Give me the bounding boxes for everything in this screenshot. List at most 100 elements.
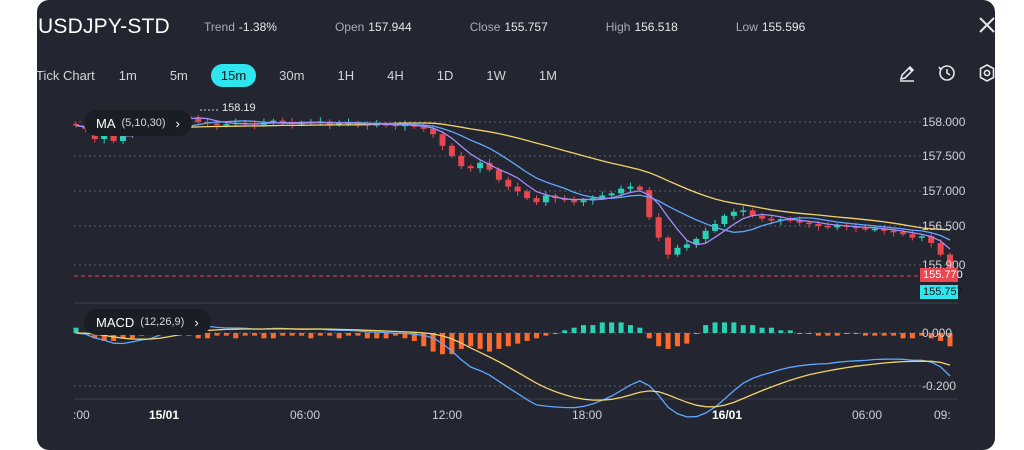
macd-histogram-bar	[205, 333, 211, 339]
tool-icons	[896, 62, 998, 84]
candle-body	[458, 156, 465, 167]
candle-body	[918, 236, 925, 238]
timeframe-5m[interactable]: 5m	[169, 67, 188, 83]
macd-histogram-bar	[571, 327, 577, 333]
candle-body	[900, 232, 907, 235]
macd-histogram-bar	[261, 333, 267, 339]
macd-histogram-bar	[778, 330, 784, 333]
close-icon[interactable]	[976, 14, 998, 36]
candle-body	[195, 117, 202, 122]
candle-body	[909, 234, 916, 238]
macd-histogram-bar	[524, 333, 530, 341]
time-tick: 12:00	[432, 408, 463, 422]
macd-histogram-bar	[252, 333, 258, 336]
timeframe-4h[interactable]: 4H	[387, 67, 404, 83]
candle-body	[806, 222, 813, 225]
candle-body	[618, 188, 625, 194]
macd-histogram-bar	[881, 333, 887, 336]
macd-histogram-bar	[223, 333, 229, 336]
history-icon[interactable]	[936, 62, 958, 84]
ma5-line	[75, 117, 951, 250]
timeframe-1mo[interactable]: 1M	[538, 67, 557, 83]
macd-histogram-bar	[938, 333, 944, 341]
high-stat: High 156.518	[605, 20, 678, 34]
candle-body	[787, 219, 794, 221]
macd-histogram-bar	[909, 333, 915, 339]
tick-chart-button[interactable]: Tick Chart	[36, 67, 95, 83]
ma-indicator-pill[interactable]: MA (5,10,30) ›	[84, 110, 192, 136]
macd-histogram-bar	[684, 333, 690, 344]
candle-body	[871, 228, 878, 231]
macd-indicator-pill[interactable]: MACD (12,26,9) ›	[84, 309, 211, 335]
candle-body	[834, 225, 841, 228]
macd-histogram-bar	[289, 333, 295, 336]
macd-histogram-bar	[280, 333, 286, 336]
chevron-right-icon: ›	[194, 314, 199, 330]
price-tick: 157.500	[922, 149, 966, 163]
candle-body	[674, 247, 681, 255]
macd-histogram-bar	[947, 333, 953, 347]
macd-histogram-bar	[656, 333, 662, 347]
macd-histogram-bar	[411, 333, 417, 341]
candle-body	[796, 220, 803, 223]
high-marker-label: 158.19	[222, 102, 256, 114]
price-tick: 158.000	[922, 115, 966, 129]
macd-histogram-bar	[346, 333, 352, 336]
candle-body	[721, 215, 728, 224]
candle-body	[608, 193, 615, 196]
settings-icon[interactable]	[976, 62, 998, 84]
macd-histogram-bar	[637, 327, 643, 333]
macd-histogram-bar	[458, 333, 464, 349]
candle-body	[937, 243, 944, 255]
macd-histogram-bar	[721, 322, 727, 333]
macd-histogram-bar	[853, 333, 859, 334]
macd-histogram-bar	[872, 333, 878, 336]
macd-histogram-bar	[900, 333, 906, 339]
macd-histogram-bar	[797, 333, 803, 334]
time-tick: :00	[73, 408, 90, 422]
timeframe-1d[interactable]: 1D	[436, 67, 454, 83]
macd-histogram-bar	[740, 325, 746, 333]
candle-body	[213, 123, 220, 126]
timeframe-1w[interactable]: 1W	[486, 67, 506, 83]
candle-body	[110, 135, 117, 142]
draw-icon[interactable]	[896, 62, 918, 84]
header-bar: USDJPY-STD Trend -1.38% Open 157.944 Close…	[38, 12, 918, 42]
macd-histogram-bar	[806, 333, 812, 334]
candle-body	[599, 195, 606, 199]
macd-histogram-bar	[101, 333, 107, 341]
ma-params: (5,10,30)	[121, 117, 166, 129]
candle-body	[486, 162, 493, 170]
timeframe-15m[interactable]: 15m	[210, 63, 257, 87]
macd-histogram-bar	[92, 333, 98, 339]
candle-body	[881, 228, 888, 231]
signal-line	[75, 328, 951, 408]
macd-histogram-bar	[477, 333, 483, 349]
macd-histogram-bar	[327, 333, 333, 336]
candle-body	[542, 195, 549, 203]
timeframe-1m[interactable]: 1m	[118, 67, 137, 83]
macd-histogram-bar	[317, 333, 323, 336]
candle-body	[627, 186, 634, 189]
macd-histogram-bar	[468, 333, 474, 347]
macd-histogram-bar	[674, 333, 680, 347]
macd-histogram-bar	[646, 333, 652, 339]
candle-body	[862, 228, 869, 230]
time-tick: 09:	[934, 408, 951, 422]
macd-tick: -0.200	[922, 379, 957, 393]
macd-histogram-bar	[515, 333, 521, 344]
timeframe-30m[interactable]: 30m	[279, 67, 305, 83]
timeframe-1h[interactable]: 1H	[337, 67, 355, 83]
open-stat: Open 157.944	[334, 20, 412, 34]
candle-body	[928, 236, 935, 244]
macd-histogram-bar	[73, 327, 79, 333]
macd-histogram-bar	[402, 333, 408, 339]
candle-body	[580, 200, 587, 203]
time-tick: 06:00	[290, 408, 321, 422]
macd-histogram-bar	[533, 333, 539, 339]
time-tick: 16/01	[712, 408, 743, 422]
candle-body	[270, 120, 277, 123]
macd-histogram-bar	[599, 322, 605, 333]
ma-name: MA	[96, 115, 116, 131]
macd-histogram-bar	[627, 325, 633, 333]
